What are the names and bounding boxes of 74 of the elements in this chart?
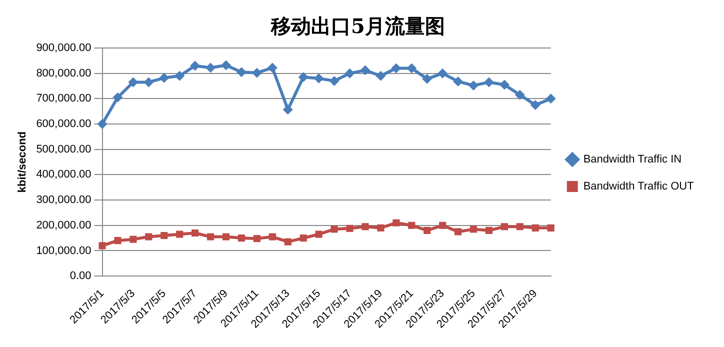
- point: [160, 232, 168, 240]
- point: [362, 223, 369, 230]
- point: [238, 234, 246, 242]
- point: [377, 224, 384, 232]
- point: [207, 233, 214, 240]
- point: [97, 119, 108, 130]
- point: [268, 233, 276, 240]
- y-tick-label: 0.00: [70, 270, 92, 282]
- y-tick-label: 900,000.00: [36, 42, 92, 54]
- point: [267, 62, 278, 73]
- point: [282, 104, 293, 115]
- point: [453, 76, 464, 86]
- point: [174, 70, 185, 81]
- point: [454, 228, 462, 236]
- legend-label: Bandwidth Traffic IN: [583, 154, 682, 166]
- point: [112, 92, 123, 102]
- point: [222, 233, 230, 240]
- point: [485, 226, 493, 234]
- point: [284, 238, 292, 246]
- y-tick-label: 500,000.00: [36, 143, 92, 156]
- point: [98, 242, 106, 250]
- point: [516, 223, 524, 230]
- point: [360, 65, 370, 76]
- point: [344, 68, 355, 78]
- point: [546, 94, 556, 104]
- point: [329, 76, 340, 86]
- point: [468, 80, 479, 91]
- chart-title: 移动出口5月流量图: [270, 14, 445, 38]
- point: [438, 68, 448, 78]
- point: [144, 77, 154, 88]
- point: [500, 223, 508, 230]
- y-tick-label: 800,000.00: [36, 67, 92, 80]
- y-tick-label: 600,000.00: [36, 118, 92, 130]
- point: [252, 68, 262, 78]
- point: [253, 235, 260, 242]
- y-tick-label: 700,000.00: [36, 92, 92, 105]
- point: [300, 234, 307, 242]
- point: [206, 62, 216, 73]
- point: [547, 224, 554, 232]
- point: [130, 236, 137, 243]
- point: [330, 226, 338, 233]
- y-tick-label: 400,000.00: [36, 168, 92, 181]
- point: [145, 233, 152, 240]
- legend-label: Bandwidth Traffic OUT: [583, 180, 694, 193]
- point: [346, 224, 354, 232]
- y-tick-label: 100,000.00: [36, 244, 92, 257]
- point: [298, 72, 308, 82]
- point: [176, 230, 184, 238]
- y-tick-label: 200,000.00: [36, 219, 92, 232]
- point: [236, 67, 246, 78]
- point: [190, 60, 200, 71]
- point: [315, 230, 322, 238]
- point: [530, 100, 540, 110]
- point: [532, 224, 539, 232]
- y-axis-title: kbit/second: [16, 131, 29, 193]
- point: [128, 77, 138, 88]
- point: [391, 63, 402, 74]
- point: [376, 70, 386, 81]
- point: [114, 237, 122, 244]
- point: [484, 77, 494, 88]
- point: [221, 60, 232, 70]
- point: [470, 226, 478, 233]
- point: [392, 219, 400, 226]
- point: [159, 72, 170, 83]
- point: [424, 226, 431, 234]
- point: [499, 80, 510, 90]
- point: [314, 73, 324, 84]
- point: [408, 222, 416, 229]
- point: [192, 229, 199, 237]
- point: [406, 63, 417, 74]
- point: [439, 222, 446, 229]
- y-tick-label: 300,000.00: [36, 194, 92, 206]
- point: [514, 90, 525, 100]
- point: [422, 74, 432, 84]
